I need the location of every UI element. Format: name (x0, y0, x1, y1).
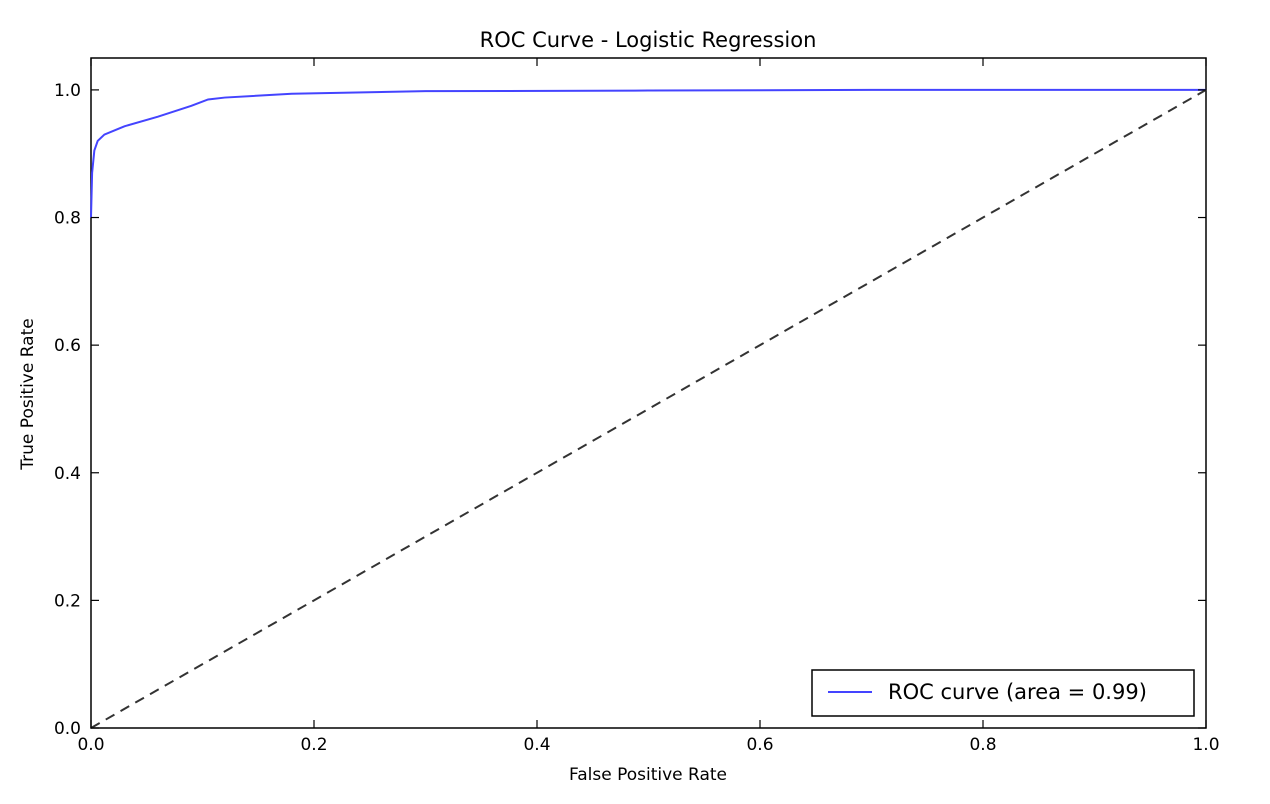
series-layer (90, 88, 1207, 729)
x-tick-label: 0.2 (300, 735, 327, 755)
plot-area (90, 57, 1207, 729)
legend: ROC curve (area = 0.99) (811, 669, 1195, 717)
x-axis-label: False Positive Rate (569, 765, 727, 785)
legend-box (811, 669, 1195, 717)
y-tick-label: 0.4 (54, 464, 81, 484)
y-tick-label: 0.2 (54, 591, 81, 611)
x-tick-label: 0.8 (969, 735, 996, 755)
x-tick-label: 0.6 (746, 735, 773, 755)
chart-title: ROC Curve - Logistic Regression (480, 28, 817, 52)
axis-ticks: 0.0 0.2 0.4 0.6 0.8 1.0 0.0 0.2 0.4 0.6 0.8 1.0 (54, 58, 1220, 755)
y-tick-label: 0.0 (54, 719, 81, 739)
x-tick-label: 0.4 (523, 735, 550, 755)
x-tick-label: 1.0 (1192, 735, 1219, 755)
x-tick-label: 0.0 (77, 735, 104, 755)
plot-frame (90, 57, 1207, 729)
y-tick-label: 0.6 (54, 336, 81, 356)
y-tick-label: 0.8 (54, 209, 81, 229)
y-tick-label: 1.0 (54, 81, 81, 101)
legend-label-roc: ROC curve (area = 0.99) (888, 680, 1147, 704)
roc-curve-line (90, 88, 1206, 218)
y-axis-label: True Positive Rate (18, 318, 38, 470)
